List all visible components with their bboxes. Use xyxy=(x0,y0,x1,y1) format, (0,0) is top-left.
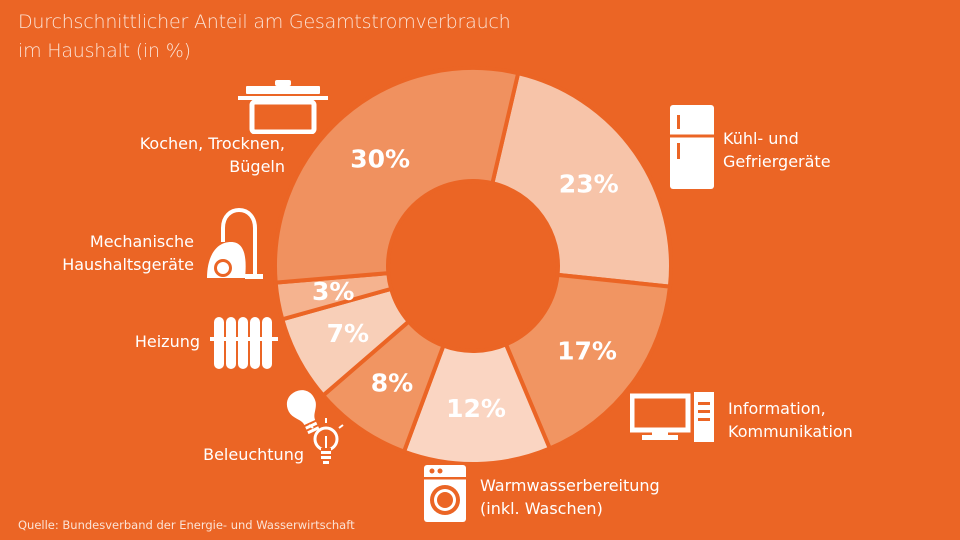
label-mech-line-2: Haushaltsgeräte xyxy=(62,255,194,274)
chart-title-line-2: im Haushalt (in %) xyxy=(18,40,191,62)
label-kuehl-line-1: Kühl- und xyxy=(723,129,799,148)
fridge-icon xyxy=(668,103,716,191)
label-warm-line-1: Warmwasserbereitung xyxy=(480,476,660,495)
donut-slice-7 xyxy=(273,65,521,285)
label-mech-line-1: Mechanische xyxy=(89,232,194,251)
label-koch-line-2: Bügeln xyxy=(229,157,285,176)
label-heiz-line-1: Heizung xyxy=(134,332,200,351)
label-warm-line-2: (inkl. Waschen) xyxy=(480,499,603,518)
label-warmwasser: Warmwasserbereitung (inkl. Waschen) xyxy=(480,474,660,520)
radiator-icon xyxy=(210,315,278,371)
donut-slice-2 xyxy=(503,272,673,452)
slice-value-label-6: 3% xyxy=(312,277,354,306)
chart-title: Durchschnittlicher Anteil am Gesamtstrom… xyxy=(18,8,511,66)
source-note: Quelle: Bundesverband der Energie- und W… xyxy=(18,518,355,532)
chart-title-line-1: Durchschnittlicher Anteil am Gesamtstrom… xyxy=(18,11,511,33)
label-heizung: Heizung xyxy=(135,330,200,353)
label-licht-line-1: Beleuchtung xyxy=(203,445,304,464)
slice-value-label-1: 23% xyxy=(559,170,619,199)
washing-machine-icon xyxy=(423,464,467,524)
label-kuehl-line-2: Gefriergeräte xyxy=(723,152,831,171)
light-bulbs-icon xyxy=(285,388,345,468)
cooking-pot-icon xyxy=(238,80,328,134)
label-info-line-2: Kommunikation xyxy=(728,422,853,441)
vacuum-cleaner-icon xyxy=(205,208,265,282)
label-info-line-1: Information, xyxy=(728,399,826,418)
label-kuehl-gefrier: Kühl- und Gefriergeräte xyxy=(723,127,831,173)
computer-icon xyxy=(630,392,716,444)
donut-slice-1 xyxy=(489,70,673,289)
slice-value-label-4: 8% xyxy=(371,369,413,398)
slice-value-label-2: 17% xyxy=(557,337,617,366)
label-mechanische-haushaltsgeraete: Mechanische Haushaltsgeräte xyxy=(62,230,194,276)
slice-value-label-3: 12% xyxy=(446,394,506,423)
label-information-kommunikation: Information, Kommunikation xyxy=(728,397,853,443)
label-koch-line-1: Kochen, Trocknen, xyxy=(139,134,285,153)
slice-value-label-5: 7% xyxy=(327,319,369,348)
slice-value-label-7: 30% xyxy=(350,145,410,174)
label-beleuchtung: Beleuchtung xyxy=(203,443,304,466)
label-kochen-trocknen-buegeln: Kochen, Trocknen, Bügeln xyxy=(140,132,285,178)
